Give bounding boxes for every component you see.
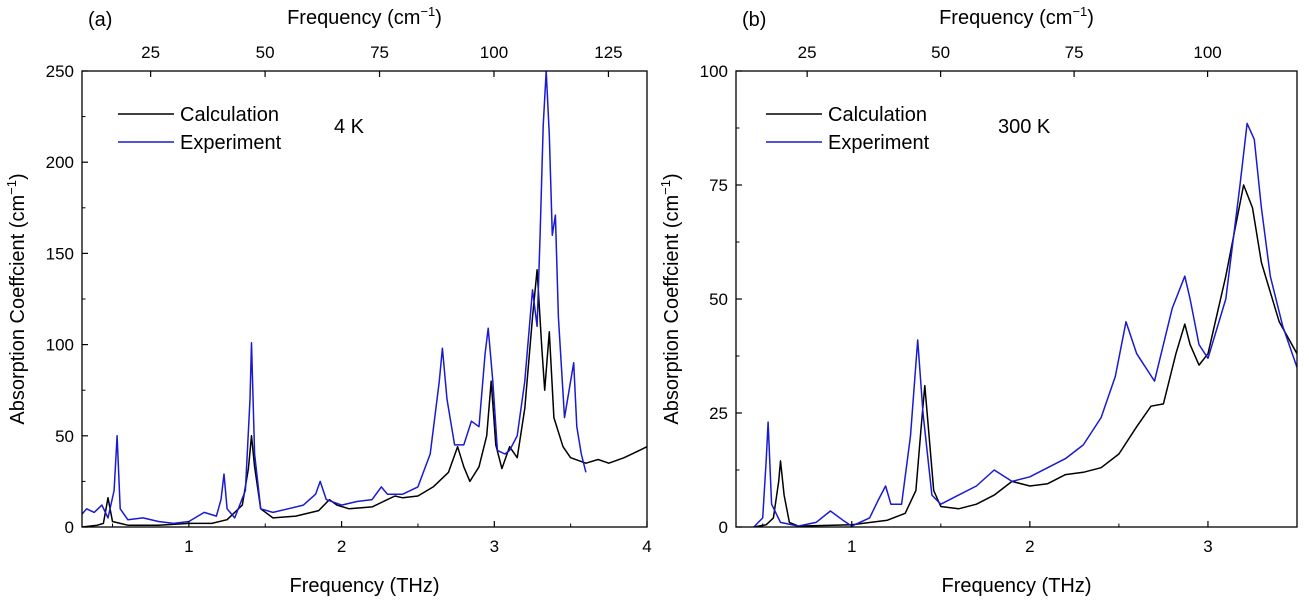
x-axis-title: Frequency (THz) bbox=[941, 575, 1091, 597]
y-axis-title-close: ) bbox=[7, 173, 29, 180]
top-axis-title-main: Frequency (cm bbox=[287, 7, 420, 29]
y-tick-label: 50 bbox=[55, 427, 74, 446]
y-axis-title: Absorption Coeffcient (cm−1) bbox=[658, 173, 683, 424]
y-axis-title-close: ) bbox=[661, 173, 683, 180]
y-tick-label: 0 bbox=[719, 518, 728, 537]
x-tick-label: 3 bbox=[490, 537, 499, 556]
x-tick-label: 3 bbox=[1203, 537, 1212, 556]
series-line-experiment bbox=[753, 122, 1297, 527]
top-axis-title-close: ) bbox=[1087, 7, 1094, 29]
y-tick-label: 25 bbox=[709, 404, 728, 423]
chart-panel-a: 1 2 3 4 0 50 100 150 200 250 25 50 75 100 125 Frequency… bbox=[4, 4, 652, 597]
top-axis-title-main: Frequency (cm bbox=[939, 7, 1072, 29]
y-axis-title: Absorption Coeffcient (cm−1) bbox=[4, 173, 29, 424]
temperature-annotation: 300 K bbox=[998, 116, 1051, 138]
top-tick-label: 100 bbox=[1193, 43, 1221, 62]
series-line-calculation bbox=[82, 269, 647, 527]
top-tick-label: 100 bbox=[480, 43, 508, 62]
x-tick-label: 2 bbox=[1025, 537, 1034, 556]
legend-label-calculation: Calculation bbox=[180, 104, 279, 126]
y-axis-title-main: Absorption Coeffcient (cm bbox=[661, 195, 683, 425]
y-axis-title-sup: −1 bbox=[4, 180, 19, 195]
plot-frame bbox=[81, 70, 648, 528]
x-axis-title: Frequency (THz) bbox=[289, 575, 439, 597]
temperature-annotation: 4 K bbox=[334, 116, 365, 138]
top-axis-title-sup: −1 bbox=[1072, 4, 1087, 19]
y-tick-label: 200 bbox=[46, 153, 74, 172]
y-tick-label: 50 bbox=[709, 290, 728, 309]
top-axis-title: Frequency (cm−1) bbox=[939, 4, 1094, 29]
y-axis-title-main: Absorption Coeffcient (cm bbox=[7, 195, 29, 425]
top-tick-label: 50 bbox=[931, 43, 950, 62]
top-tick-label: 25 bbox=[798, 43, 817, 62]
x-tick-label: 1 bbox=[184, 537, 193, 556]
series-line-experiment bbox=[82, 71, 587, 525]
legend-label-experiment: Experiment bbox=[180, 132, 282, 154]
top-tick-label: 25 bbox=[141, 43, 160, 62]
series-line-calculation bbox=[753, 184, 1297, 527]
top-axis-title-sup: −1 bbox=[420, 4, 435, 19]
plot-frame bbox=[735, 70, 1298, 528]
x-tick-label: 4 bbox=[642, 537, 651, 556]
y-tick-label: 0 bbox=[65, 518, 74, 537]
y-tick-label: 150 bbox=[46, 244, 74, 263]
panel-label: (b) bbox=[742, 9, 766, 31]
y-tick-label: 100 bbox=[700, 62, 728, 81]
x-tick-label: 1 bbox=[847, 537, 856, 556]
legend-label-calculation: Calculation bbox=[828, 104, 927, 126]
top-axis-title: Frequency (cm−1) bbox=[287, 4, 442, 29]
x-tick-label: 2 bbox=[337, 537, 346, 556]
y-tick-label: 250 bbox=[46, 62, 74, 81]
top-tick-label: 125 bbox=[594, 43, 622, 62]
y-tick-label: 75 bbox=[709, 176, 728, 195]
top-tick-label: 75 bbox=[370, 43, 389, 62]
top-tick-label: 50 bbox=[256, 43, 275, 62]
y-axis-title-sup: −1 bbox=[658, 180, 673, 195]
panel-label: (a) bbox=[88, 9, 112, 31]
y-tick-label: 100 bbox=[46, 336, 74, 355]
legend-label-experiment: Experiment bbox=[828, 132, 930, 154]
top-axis-title-close: ) bbox=[435, 7, 442, 29]
top-tick-label: 75 bbox=[1065, 43, 1084, 62]
